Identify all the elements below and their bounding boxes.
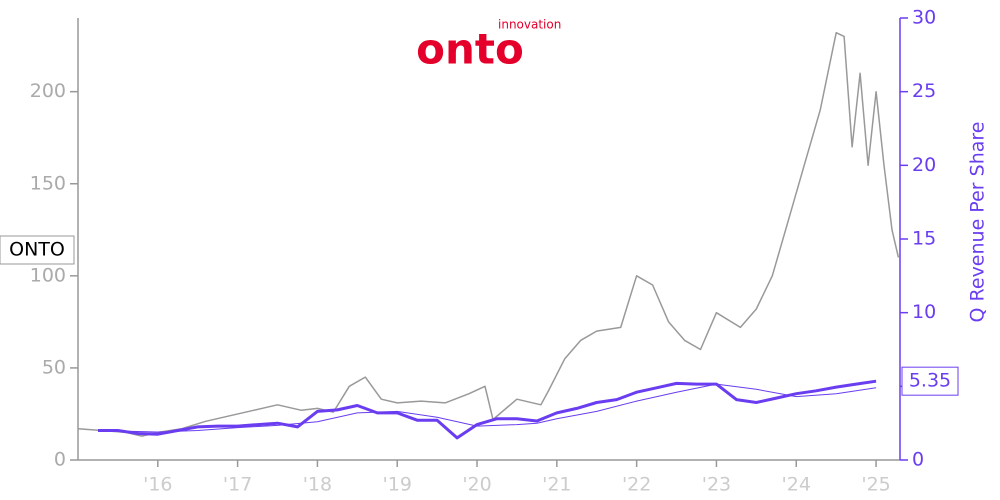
logo-tagline: innovation: [498, 18, 561, 32]
line-series: [77, 31, 900, 437]
last-value-box: [901, 366, 959, 396]
y2-tick-label: 0: [912, 449, 924, 471]
series-label-box: [0, 235, 75, 265]
line-series: [97, 383, 877, 433]
x-tick-label: '16: [143, 474, 172, 496]
y-tick-label: 50: [42, 356, 66, 378]
logo-name: onto: [416, 25, 524, 74]
last-value-label: 5.35: [909, 370, 951, 392]
y2-tick-label: 15: [912, 228, 936, 250]
x-tick-label: '25: [861, 474, 890, 496]
x-tick-label: '17: [223, 474, 252, 496]
y-tick-label: 0: [54, 449, 66, 471]
y2-tick-label: 20: [912, 154, 936, 176]
y2-tick-label: 25: [912, 80, 936, 102]
y-tick-label: 200: [30, 80, 66, 102]
x-tick-label: '20: [462, 474, 491, 496]
x-tick-label: '19: [383, 474, 412, 496]
x-tick-label: '23: [702, 474, 731, 496]
x-tick-label: '24: [782, 474, 811, 496]
line-series: [98, 379, 877, 440]
y-tick-label: 100: [30, 264, 66, 286]
x-tick-label: '18: [303, 474, 332, 496]
series-label: ONTO: [9, 239, 65, 261]
y2-axis-label: Q Revenue Per Share: [967, 122, 989, 323]
x-tick-label: '22: [622, 474, 651, 496]
x-tick-label: '21: [542, 474, 571, 496]
y2-tick-label: 10: [912, 301, 936, 323]
y2-tick-label: 30: [912, 7, 936, 29]
y-tick-label: 150: [30, 172, 66, 194]
